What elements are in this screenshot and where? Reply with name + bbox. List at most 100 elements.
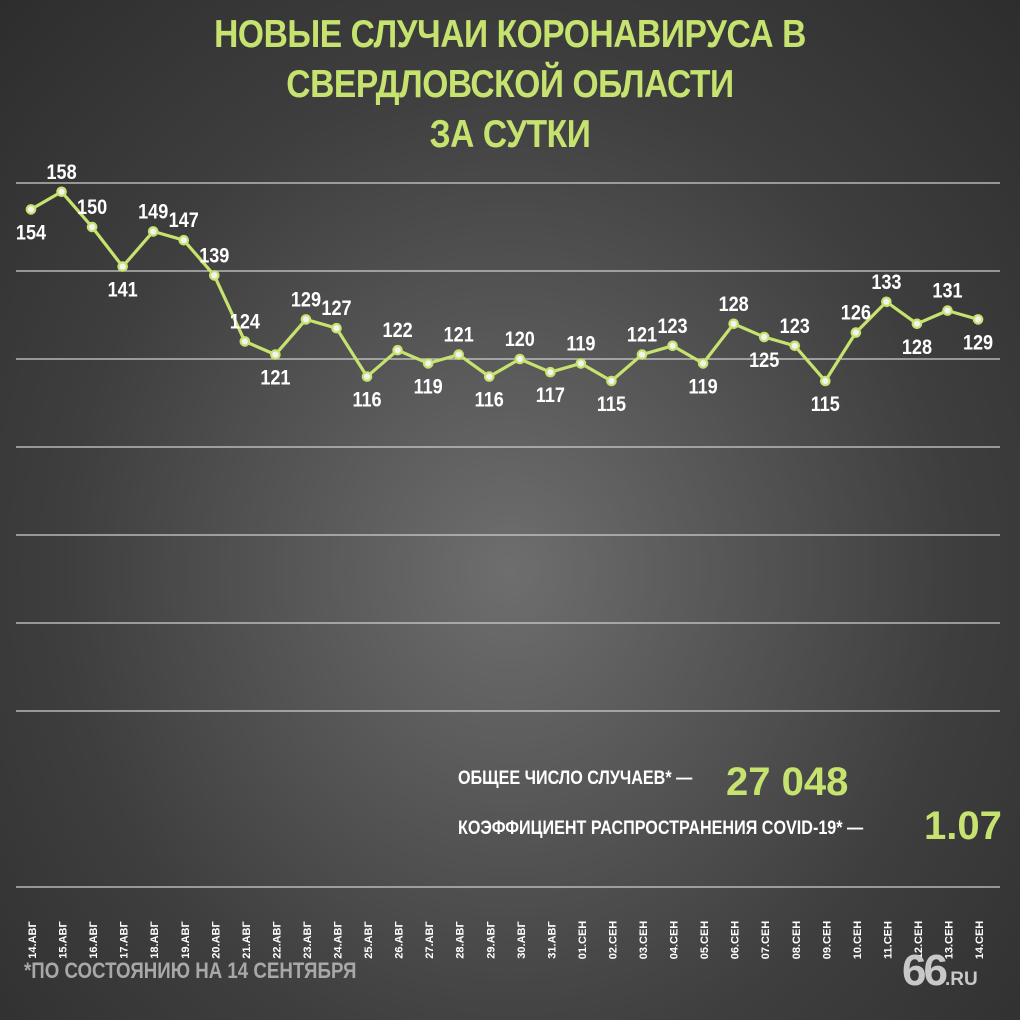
x-tick-label: 02.СЕН <box>607 921 619 960</box>
data-label: 119 <box>414 375 443 399</box>
chart-title: НОВЫЕ СЛУЧАИ КОРОНАВИРУСА В СВЕРДЛОВСКОЙ… <box>71 10 948 160</box>
x-tick-label: 19.АВГ <box>180 921 192 959</box>
x-tick-label: 03.СЕН <box>638 921 650 960</box>
data-point <box>819 375 831 387</box>
x-tick-label: 07.СЕН <box>760 921 772 960</box>
data-point <box>697 358 709 369</box>
x-tick-label: 30.АВГ <box>516 921 528 959</box>
data-points <box>25 186 984 387</box>
data-label: 119 <box>566 332 595 356</box>
x-tick-label: 18.АВГ <box>149 921 161 959</box>
x-tick-label: 10.СЕН <box>852 921 864 960</box>
data-label: 149 <box>138 200 168 224</box>
x-tick-label: 06.СЕН <box>730 921 742 960</box>
data-point <box>911 318 923 330</box>
data-label: 116 <box>352 388 381 412</box>
series-polyline <box>30 190 979 383</box>
total-cases-label: ОБЩЕЕ ЧИСЛО СЛУЧАЕВ* — <box>458 768 693 789</box>
data-label: 131 <box>932 279 962 303</box>
x-axis-tick-labels: 14.АВГ 15.АВГ 16.АВГ 17.АВГ 18.АВГ 19.АВГ 20.А… <box>27 921 986 960</box>
data-label: 123 <box>657 315 687 339</box>
data-label: 124 <box>230 310 260 334</box>
x-tick-label: 23.АВГ <box>302 921 314 959</box>
spread-coefficient-label: КОЭФФИЦИЕНТ РАСПРОСТРАНЕНИЯ COVID-19* — <box>458 818 864 839</box>
data-point <box>422 358 434 369</box>
chart-title-line-2: ЗА СУТКИ <box>429 113 591 156</box>
x-tick-label: 28.АВГ <box>455 921 467 959</box>
data-label: 127 <box>321 297 351 321</box>
data-point <box>300 314 312 325</box>
data-point <box>881 296 892 308</box>
data-label: 139 <box>199 244 229 268</box>
spread-coefficient-value: 1.07 <box>924 804 1002 848</box>
logo-number: 66 <box>902 946 948 995</box>
data-label: 119 <box>689 375 718 399</box>
logo-domain: .RU <box>944 969 978 990</box>
data-point <box>239 336 251 347</box>
data-label: 158 <box>46 161 76 185</box>
data-label: 116 <box>475 388 504 412</box>
data-point <box>361 371 373 382</box>
data-point <box>483 371 495 382</box>
data-point <box>86 221 98 233</box>
data-label: 129 <box>963 331 993 355</box>
data-label: 121 <box>444 323 474 347</box>
data-point <box>453 349 464 360</box>
x-tick-label: 08.СЕН <box>791 921 803 960</box>
x-tick-label: 21.АВГ <box>241 921 253 959</box>
chart-title-line-1: НОВЫЕ СЛУЧАИ КОРОНАВИРУСА В СВЕРДЛОВСКОЙ… <box>214 13 806 106</box>
data-point <box>850 327 862 338</box>
data-label: 126 <box>841 301 871 325</box>
data-point <box>56 186 67 198</box>
data-point <box>514 353 526 365</box>
data-label: 141 <box>108 278 138 302</box>
data-label: 115 <box>811 393 840 417</box>
data-label: 125 <box>749 349 779 373</box>
data-label: 122 <box>383 319 413 343</box>
data-point <box>789 340 801 352</box>
data-label: 133 <box>871 271 901 295</box>
x-tick-label: 14.АВГ <box>27 921 39 959</box>
data-point <box>972 314 984 325</box>
site-logo: 66.RU <box>902 946 978 996</box>
series-line <box>30 190 979 383</box>
data-point <box>147 226 159 237</box>
x-tick-label: 05.СЕН <box>699 921 711 960</box>
data-point <box>331 322 342 334</box>
data-point <box>606 375 617 387</box>
spread-coefficient: КОЭФФИЦИЕНТ РАСПРОСТРАНЕНИЯ COVID-19* — … <box>458 804 1002 848</box>
data-label: 120 <box>505 328 535 352</box>
data-point <box>178 234 190 246</box>
x-tick-label: 27.АВГ <box>424 921 436 959</box>
data-label: 128 <box>902 336 932 360</box>
x-tick-label: 24.АВГ <box>333 921 345 959</box>
x-tick-label: 31.АВГ <box>546 921 558 959</box>
x-tick-label: 15.АВГ <box>58 921 70 959</box>
x-tick-label: 25.АВГ <box>363 921 375 959</box>
data-label: 121 <box>260 366 290 390</box>
data-point <box>270 349 281 360</box>
data-label: 123 <box>780 315 810 339</box>
data-point <box>575 358 587 369</box>
x-tick-label: 01.СЕН <box>577 921 589 960</box>
data-label: 117 <box>536 384 565 408</box>
data-point <box>392 344 403 356</box>
data-point <box>117 261 128 272</box>
x-tick-label: 20.АВГ <box>210 921 222 959</box>
x-tick-label: 26.АВГ <box>394 921 406 959</box>
data-label: 129 <box>291 288 321 312</box>
data-label: 150 <box>77 196 107 220</box>
data-label: 115 <box>597 393 626 417</box>
x-tick-label: 17.АВГ <box>119 921 131 959</box>
data-point <box>636 349 648 360</box>
data-point <box>728 318 739 330</box>
x-tick-label: 09.СЕН <box>821 921 833 960</box>
total-cases: ОБЩЕЕ ЧИСЛО СЛУЧАЕВ* — 27 048 <box>458 760 848 804</box>
data-label: 154 <box>16 221 46 245</box>
data-point <box>25 204 37 215</box>
data-point <box>758 331 770 343</box>
data-label: 121 <box>627 323 657 347</box>
data-label: 128 <box>719 293 749 317</box>
